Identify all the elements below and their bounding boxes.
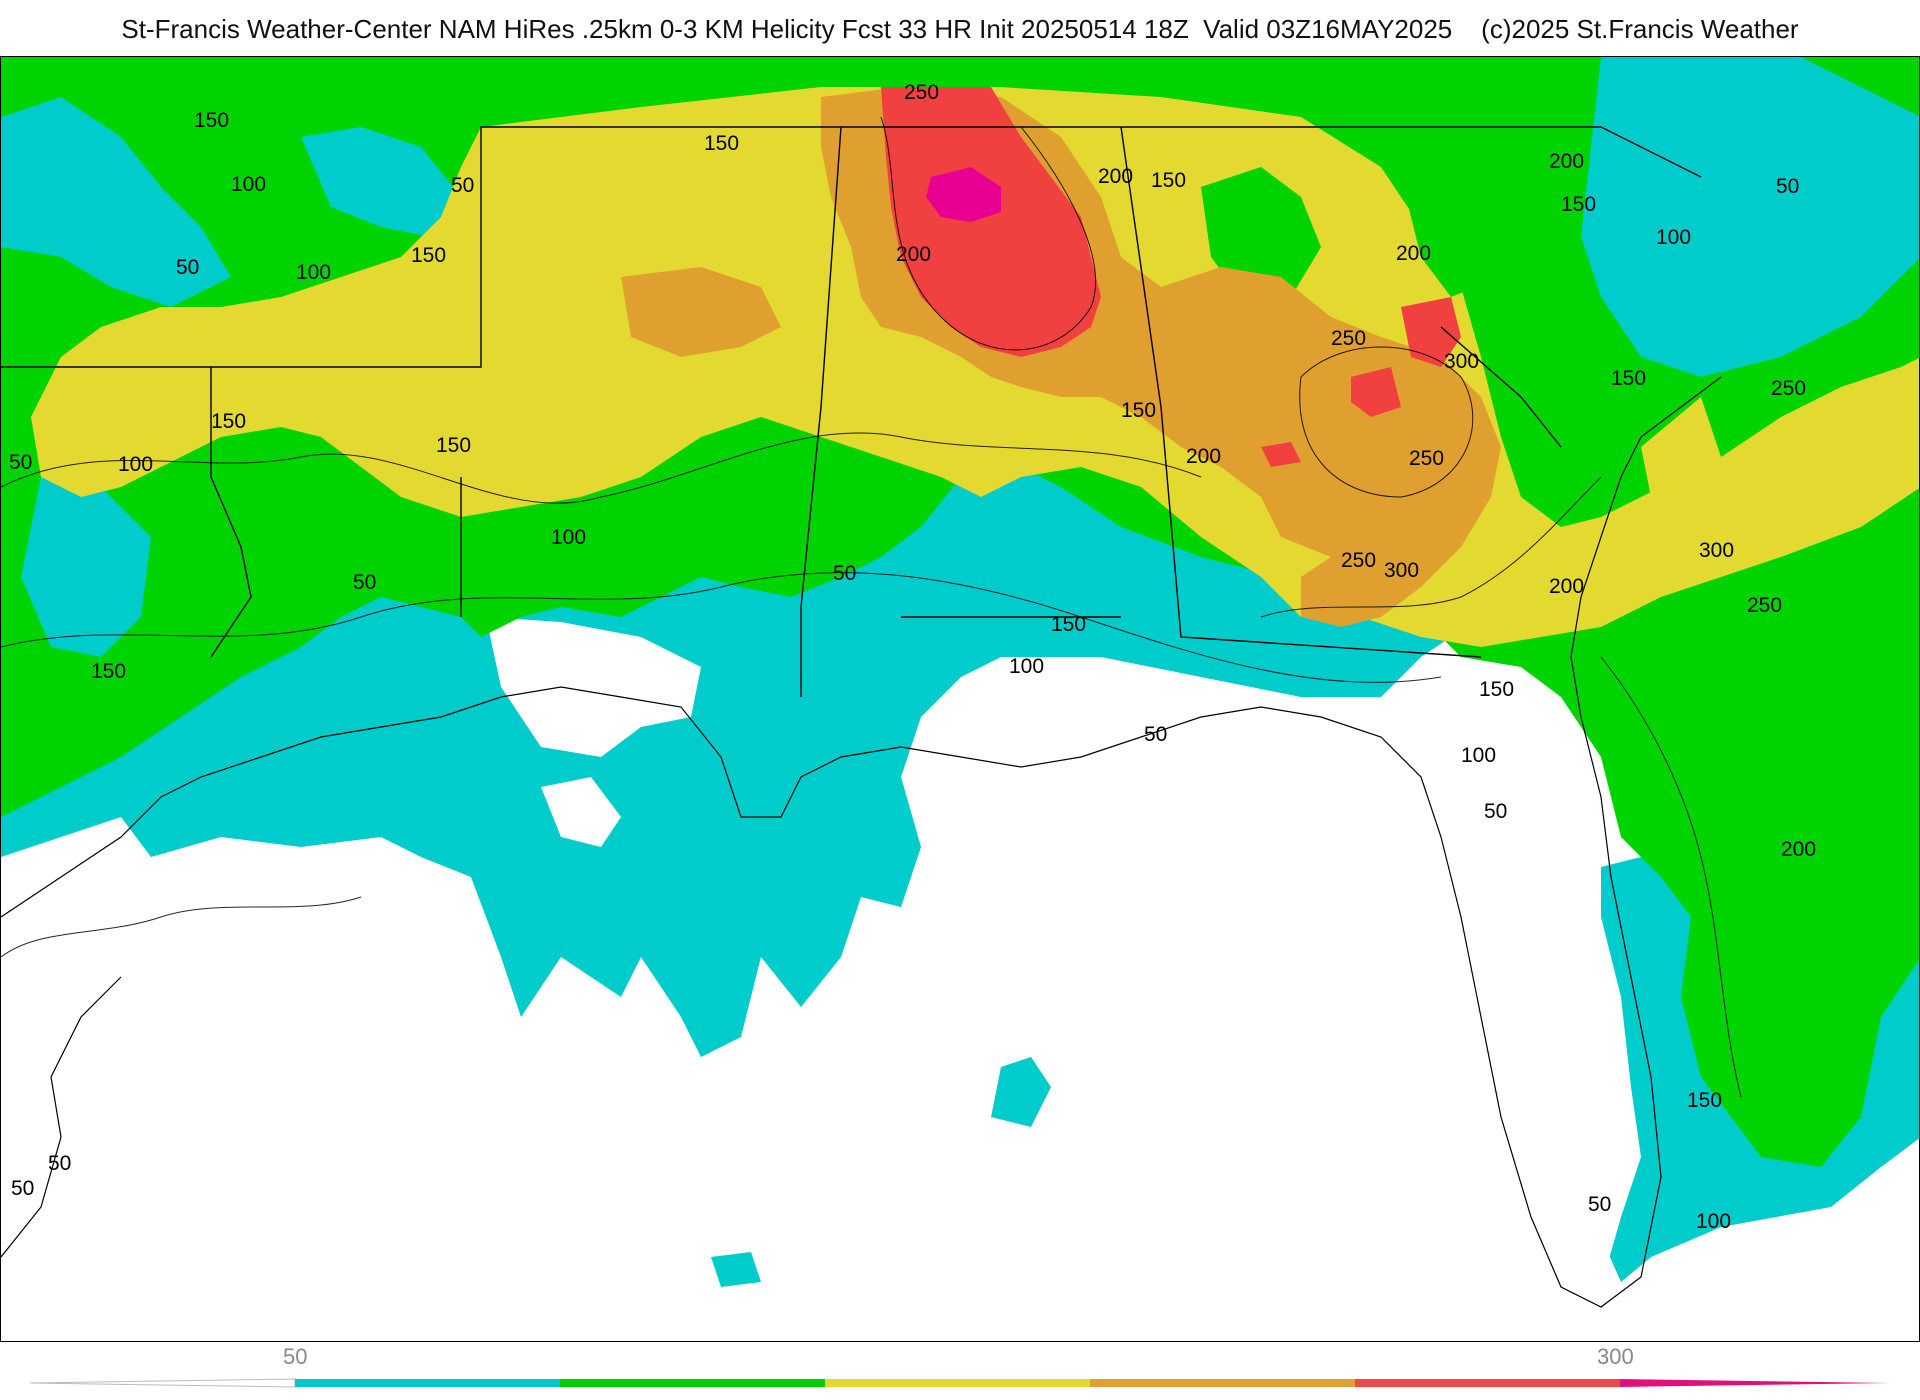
contour-label: 200 bbox=[896, 243, 931, 266]
contour-label: 200 bbox=[1396, 242, 1431, 265]
contour-label: 150 bbox=[91, 660, 126, 683]
contour-label: 250 bbox=[1409, 447, 1444, 470]
contour-label: 300 bbox=[1699, 539, 1734, 562]
map-canvas: 150 100 50 50 100 150 150 250 200 200 15… bbox=[1, 57, 1919, 1341]
contour-label: 150 bbox=[194, 109, 229, 132]
contour-label: 150 bbox=[436, 434, 471, 457]
contour-label: 200 bbox=[1781, 838, 1816, 861]
helicity-300-region bbox=[926, 167, 1001, 222]
map-title: St-Francis Weather-Center NAM HiRes .25k… bbox=[121, 14, 1799, 44]
helicity-250-region bbox=[881, 87, 1101, 357]
colorbar-segment bbox=[1090, 1379, 1355, 1387]
contour-label: 50 bbox=[11, 1177, 34, 1200]
contour-label: 150 bbox=[411, 244, 446, 267]
helicity-map: 150 100 50 50 100 150 150 250 200 200 15… bbox=[0, 56, 1920, 1342]
contour-label: 250 bbox=[1747, 594, 1782, 617]
colorbar-segment bbox=[825, 1379, 1090, 1387]
state-borders bbox=[1, 126, 1702, 697]
colorbar-tick-50: 50 bbox=[283, 1344, 308, 1369]
contour-label: 50 bbox=[451, 174, 474, 197]
contour-lines bbox=[1, 116, 1742, 1098]
colorbar bbox=[30, 1378, 1890, 1388]
contour-label: 200 bbox=[1186, 445, 1221, 468]
contour-label: 150 bbox=[1687, 1089, 1722, 1112]
contour-label: 150 bbox=[704, 132, 739, 155]
contour-label: 50 bbox=[9, 451, 32, 474]
contour-label: 150 bbox=[211, 410, 246, 433]
contour-label: 100 bbox=[1696, 1210, 1731, 1233]
contour-label: 200 bbox=[1098, 165, 1133, 188]
colorbar-segment bbox=[30, 1378, 296, 1388]
contour-label: 100 bbox=[296, 261, 331, 284]
contour-label: 100 bbox=[1656, 226, 1691, 249]
colorbar-tick-300: 300 bbox=[1597, 1344, 1634, 1369]
contour-label: 100 bbox=[1009, 655, 1044, 678]
contour-label: 50 bbox=[353, 571, 376, 594]
contour-label: 150 bbox=[1479, 678, 1514, 701]
contour-label: 100 bbox=[551, 526, 586, 549]
contour-label: 200 bbox=[1549, 150, 1584, 173]
contour-label: 50 bbox=[1484, 800, 1507, 823]
colorbar-segment bbox=[1620, 1379, 1890, 1387]
contour-label: 50 bbox=[1776, 175, 1799, 198]
contour-label-group: 150 100 50 50 100 150 150 250 200 200 15… bbox=[9, 81, 1816, 1233]
contour-label: 150 bbox=[1561, 193, 1596, 216]
contour-label: 300 bbox=[1444, 350, 1479, 373]
contour-label: 250 bbox=[1771, 377, 1806, 400]
contour-label: 150 bbox=[1121, 399, 1156, 422]
contour-label: 300 bbox=[1384, 559, 1419, 582]
contour-label: 250 bbox=[1331, 327, 1366, 350]
colorbar-segment bbox=[560, 1379, 825, 1387]
coastlines bbox=[1, 376, 1722, 1308]
contour-label: 150 bbox=[1611, 367, 1646, 390]
contour-label: 50 bbox=[1588, 1193, 1611, 1216]
contour-label: 250 bbox=[904, 81, 939, 104]
contour-label: 100 bbox=[1461, 744, 1496, 767]
contour-label: 150 bbox=[1151, 169, 1186, 192]
contour-label: 50 bbox=[1144, 723, 1167, 746]
colorbar-segment bbox=[1355, 1379, 1620, 1387]
contour-label: 200 bbox=[1549, 575, 1584, 598]
contour-label: 150 bbox=[1051, 613, 1086, 636]
contour-label: 50 bbox=[176, 256, 199, 279]
contour-label: 100 bbox=[118, 453, 153, 476]
contour-label: 100 bbox=[231, 173, 266, 196]
contour-label: 50 bbox=[833, 562, 856, 585]
colorbar-segment bbox=[295, 1379, 560, 1387]
contour-label: 50 bbox=[48, 1152, 71, 1175]
contour-label: 250 bbox=[1341, 549, 1376, 572]
